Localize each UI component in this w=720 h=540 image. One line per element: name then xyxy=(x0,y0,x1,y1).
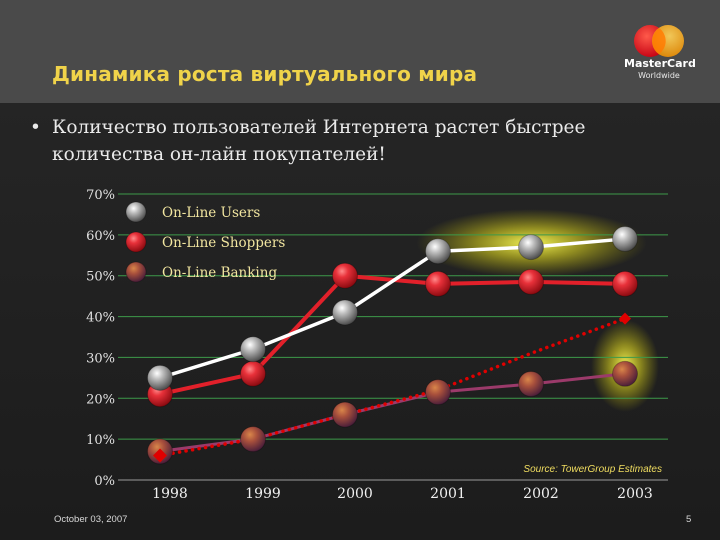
shoppers-point xyxy=(612,270,638,297)
users-point xyxy=(425,238,451,265)
y-tick-label: 20% xyxy=(86,392,115,407)
banking-point xyxy=(332,401,358,428)
users-point xyxy=(240,336,266,363)
x-tick-label: 2003 xyxy=(617,486,653,502)
shoppers-point xyxy=(518,268,544,295)
trend-end-marker xyxy=(153,448,167,463)
x-tick-label: 1998 xyxy=(152,486,188,502)
logo-wordmark: MasterCard xyxy=(624,57,696,70)
legend-marker xyxy=(125,201,147,223)
banking-point xyxy=(425,379,451,406)
x-tick-label: 1999 xyxy=(245,486,281,502)
shoppers-point xyxy=(332,262,358,289)
legend-label: On-Line Users xyxy=(162,205,260,221)
footer-date: October 03, 2007 xyxy=(54,514,128,525)
y-tick-label: 0% xyxy=(94,474,115,489)
series-line-shoppers xyxy=(159,273,626,397)
legend-label: On-Line Banking xyxy=(162,265,277,281)
slide-title: Динамика роста виртуального мира xyxy=(52,62,478,86)
users-point xyxy=(147,364,173,391)
y-tick-label: 30% xyxy=(86,351,115,366)
source-note: Source: TowerGroup Estimates xyxy=(523,464,662,475)
x-tick-label: 2000 xyxy=(337,486,373,502)
logo-subtitle: Worldwide xyxy=(638,71,680,80)
bullet-point: • Количество пользователей Интернета рас… xyxy=(30,114,692,168)
mastercard-logo: MasterCard Worldwide xyxy=(624,24,696,88)
banking-point xyxy=(240,426,266,453)
trend-end-marker xyxy=(619,312,631,325)
slide-header: Динамика роста виртуального мира MasterC… xyxy=(0,0,720,103)
slide-body xyxy=(0,103,720,540)
y-tick-label: 40% xyxy=(86,311,115,326)
users-point xyxy=(612,225,638,252)
mastercard-circles-icon xyxy=(634,25,684,57)
users-point xyxy=(332,299,358,326)
y-tick-label: 60% xyxy=(86,229,115,244)
legend-marker xyxy=(125,261,147,283)
shoppers-point xyxy=(425,270,451,297)
banking-point xyxy=(612,360,638,387)
banking-point xyxy=(518,370,544,397)
x-tick-label: 2002 xyxy=(523,486,559,502)
y-tick-label: 50% xyxy=(86,270,115,285)
trend-line xyxy=(158,316,627,458)
page-number: 5 xyxy=(686,514,692,525)
bullet-dot-icon: • xyxy=(30,117,41,138)
y-tick-label: 70% xyxy=(86,188,115,203)
y-tick-label: 10% xyxy=(86,433,115,448)
legend-label: On-Line Shoppers xyxy=(162,235,285,251)
series-line-banking xyxy=(159,372,626,453)
users-point xyxy=(518,234,544,261)
legend-marker xyxy=(125,231,147,253)
shoppers-point xyxy=(240,360,266,387)
x-tick-label: 2001 xyxy=(430,486,466,502)
series-line-users xyxy=(159,237,626,380)
bullet-text: Количество пользователей Интернета расте… xyxy=(52,117,586,165)
